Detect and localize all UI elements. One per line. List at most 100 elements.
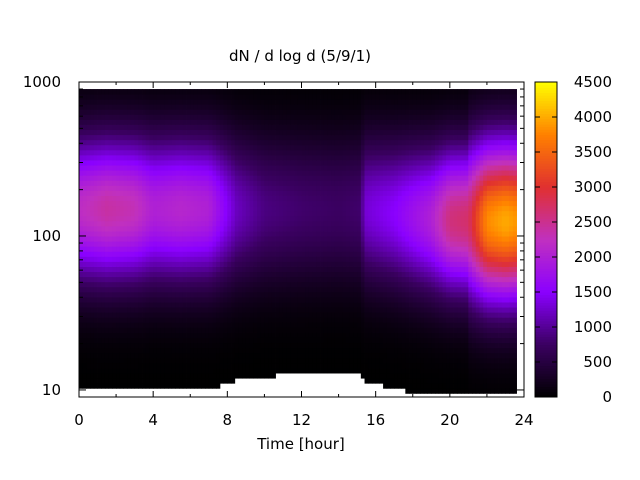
heatmap-cell — [301, 297, 306, 303]
heatmap-cell — [338, 231, 343, 237]
heatmap-cell — [294, 256, 299, 262]
heatmap-cell — [130, 124, 136, 131]
heatmap-cell — [371, 190, 377, 196]
heatmap-cell — [123, 210, 128, 217]
heatmap-cell — [104, 357, 110, 364]
heatmap-cell — [286, 317, 291, 323]
heatmap-cell — [271, 129, 276, 136]
heatmap-cell — [82, 312, 87, 318]
heatmap-cell — [371, 246, 377, 252]
heatmap-cell — [238, 281, 243, 288]
heatmap-cell — [171, 378, 176, 384]
heatmap-cell — [349, 119, 354, 125]
heatmap-cell — [320, 246, 325, 252]
heatmap-cell — [160, 347, 165, 354]
heatmap-cell — [231, 241, 236, 247]
heatmap-cell — [327, 210, 332, 217]
heatmap-cell — [301, 246, 306, 252]
heatmap-cell — [331, 276, 336, 283]
heatmap-cell — [160, 266, 165, 273]
heatmap-cell — [145, 261, 150, 267]
heatmap-cell — [282, 165, 288, 171]
heatmap-cell — [227, 271, 232, 278]
heatmap-cell — [275, 200, 280, 207]
heatmap-cell — [390, 307, 395, 313]
heatmap-cell — [360, 256, 365, 262]
heatmap-cell — [149, 378, 154, 384]
heatmap-cell — [93, 210, 98, 217]
heatmap-cell — [320, 165, 325, 171]
heatmap-cell — [104, 99, 110, 105]
heatmap-cell — [386, 185, 391, 191]
heatmap-cell — [338, 347, 343, 354]
heatmap-cell — [231, 185, 236, 191]
heatmap-cell — [205, 220, 210, 227]
heatmap-cell — [260, 286, 265, 293]
heatmap-cell — [127, 236, 132, 242]
heatmap-cell — [130, 220, 136, 227]
heatmap-cell — [234, 307, 239, 313]
heatmap-cell — [134, 337, 139, 344]
heatmap-cell — [331, 327, 336, 333]
heatmap-cell — [201, 124, 206, 131]
heatmap-cell — [245, 362, 250, 369]
heatmap-cell — [186, 99, 191, 105]
heatmap-cell — [279, 134, 284, 141]
heatmap-cell — [312, 281, 317, 288]
heatmap-cell — [182, 180, 187, 186]
heatmap-cell — [142, 332, 147, 338]
heatmap-cell — [116, 261, 121, 267]
heatmap-cell — [290, 205, 295, 212]
heatmap-cell — [279, 190, 284, 196]
heatmap-cell — [364, 119, 369, 125]
heatmap-cell — [331, 154, 336, 161]
heatmap-cell — [90, 215, 95, 222]
heatmap-cell — [331, 99, 336, 105]
heatmap-cell — [216, 297, 221, 303]
heatmap-cell — [279, 175, 284, 181]
heatmap-cell — [331, 149, 336, 156]
heatmap-cell — [234, 195, 239, 202]
heatmap-cell — [268, 220, 273, 227]
heatmap-cell — [379, 291, 384, 298]
heatmap-cell — [360, 297, 365, 303]
heatmap-cell — [323, 149, 328, 156]
heatmap-cell — [245, 175, 250, 181]
heatmap-cell — [394, 256, 399, 262]
heatmap-cell — [323, 114, 328, 120]
heatmap-cell — [371, 312, 377, 318]
heatmap-cell — [142, 357, 147, 364]
heatmap-cell — [334, 327, 339, 333]
heatmap-cell — [394, 165, 399, 171]
heatmap-cell — [383, 337, 388, 344]
heatmap-cell — [186, 220, 191, 227]
heatmap-cell — [205, 317, 210, 323]
heatmap-cell — [82, 190, 87, 196]
heatmap-cell — [294, 297, 299, 303]
heatmap-cell — [127, 281, 132, 288]
heatmap-cell — [320, 200, 325, 207]
heatmap-cell — [249, 307, 254, 313]
heatmap-cell — [320, 99, 325, 105]
heatmap-cell — [312, 236, 317, 242]
heatmap-cell — [212, 373, 217, 379]
heatmap-cell — [282, 276, 288, 283]
heatmap-cell — [108, 352, 113, 359]
heatmap-cell — [334, 352, 339, 359]
heatmap-cell — [205, 297, 210, 303]
heatmap-cell — [301, 256, 306, 262]
heatmap-cell — [156, 383, 161, 389]
heatmap-cell — [282, 104, 288, 110]
heatmap-cell — [275, 185, 280, 191]
heatmap-cell — [323, 256, 328, 262]
heatmap-cell — [182, 332, 187, 338]
heatmap-cell — [331, 256, 336, 262]
heatmap-cell — [193, 124, 199, 131]
heatmap-cell — [156, 312, 161, 318]
heatmap-cell — [264, 291, 269, 298]
heatmap-cell — [386, 226, 391, 232]
heatmap-cell — [364, 114, 369, 120]
heatmap-cell — [193, 165, 199, 171]
heatmap-cell — [160, 373, 165, 379]
heatmap-cell — [282, 154, 288, 161]
